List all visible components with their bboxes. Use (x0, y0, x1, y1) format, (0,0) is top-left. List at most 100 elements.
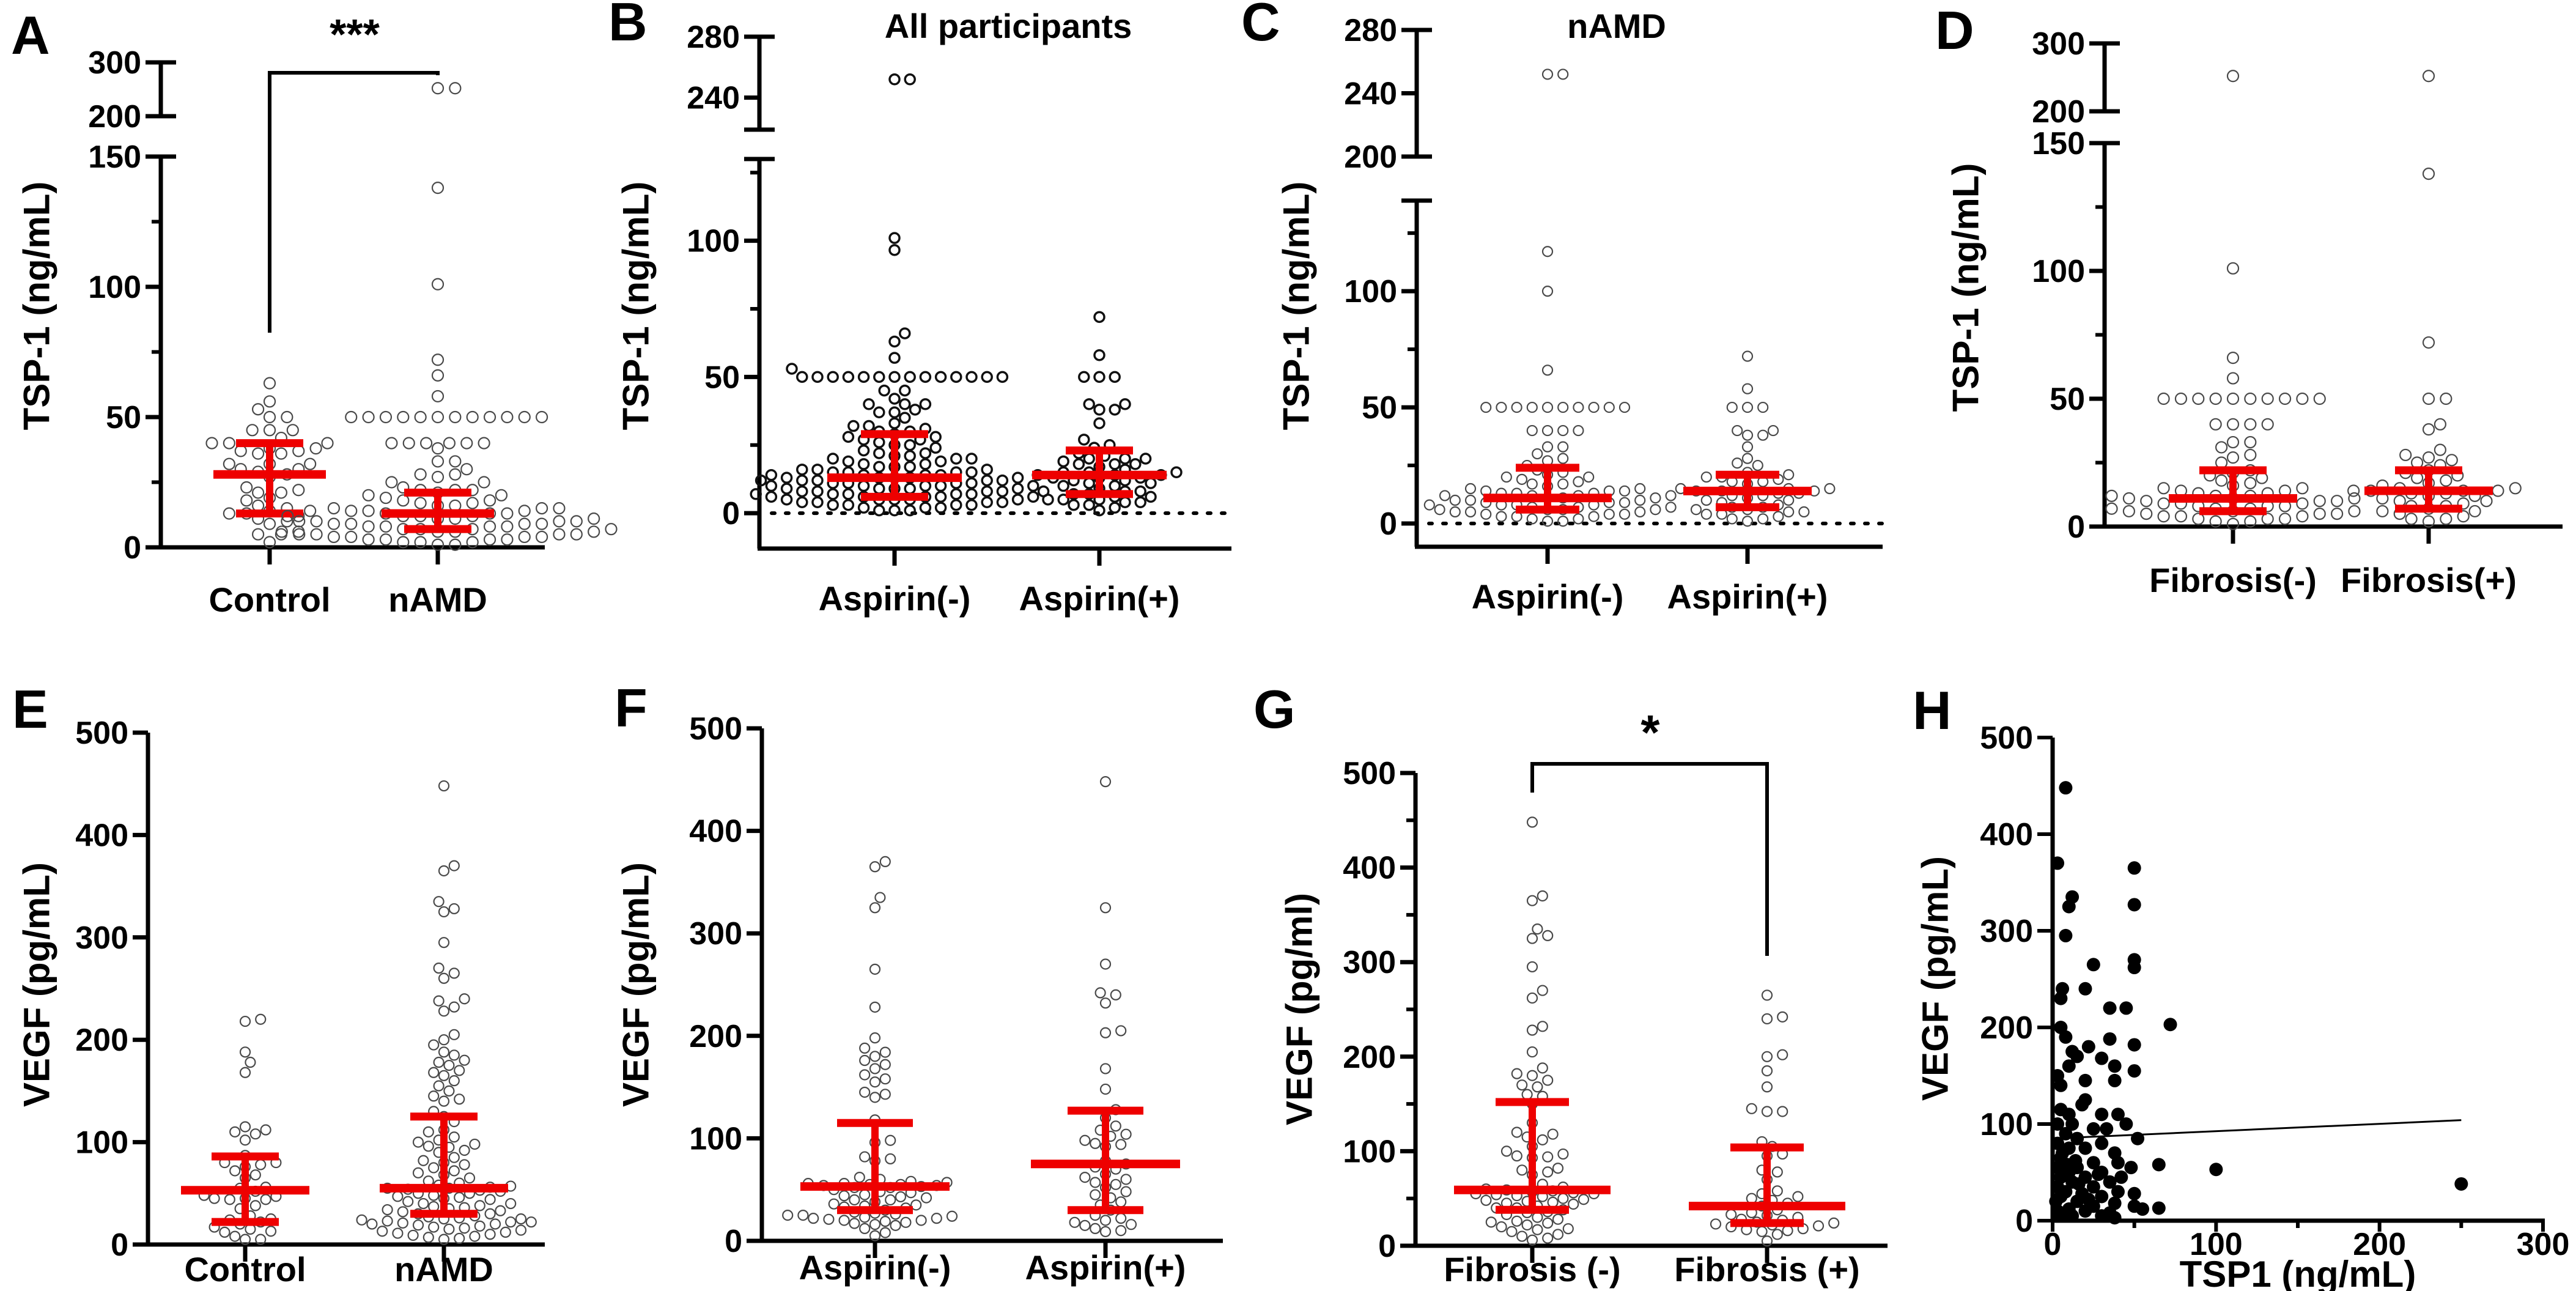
data-point (904, 73, 916, 86)
data-point (765, 490, 778, 503)
y-tick-label: 500 (689, 711, 742, 747)
data-point (397, 1217, 408, 1229)
y-tick-label: 0 (2015, 1204, 2033, 1239)
data-point (823, 1213, 835, 1225)
data-point (362, 520, 375, 533)
data-point (811, 496, 824, 509)
data-point (1119, 453, 1131, 465)
data-point (478, 437, 490, 449)
y-tick-label: 0 (1378, 1229, 1396, 1264)
data-point (859, 1151, 871, 1163)
data-point (1500, 471, 1512, 483)
data-point (2422, 451, 2435, 464)
data-point (249, 1169, 261, 1181)
data-point (2157, 497, 2170, 510)
data-point (2051, 856, 2065, 870)
data-point (950, 498, 962, 511)
data-point (885, 1153, 896, 1165)
data-point (433, 896, 445, 908)
panel-e: E VEGF (pg/mL) 0 100 200 300 400 500 Control nAMD (12, 679, 545, 1289)
data-point (879, 1059, 891, 1070)
data-point (433, 1056, 445, 1068)
data-point (1690, 504, 1702, 516)
data-point (765, 468, 778, 481)
data-point (1027, 479, 1039, 492)
data-point (2492, 484, 2504, 497)
data-point (2261, 392, 2274, 405)
data-point (2095, 1209, 2109, 1223)
data-point (888, 232, 901, 244)
y-tick-label: 200 (88, 99, 141, 135)
data-point (1057, 494, 1069, 506)
data-point (827, 453, 839, 465)
data-point (811, 485, 824, 498)
data-point (888, 352, 901, 364)
category-label: Aspirin(-) (819, 579, 971, 618)
data-point (501, 507, 514, 520)
data-point (2103, 1001, 2117, 1015)
data-point (448, 967, 460, 979)
data-point (1771, 1166, 1783, 1178)
data-point (518, 530, 531, 544)
data-point (888, 417, 901, 429)
data-point (1496, 1221, 1507, 1233)
y-tick-label: 200 (1980, 1010, 2033, 1046)
data-point (1526, 478, 1538, 490)
data-point (1618, 497, 1631, 508)
data-point (1532, 1224, 1543, 1235)
data-point (920, 1192, 932, 1204)
y-tick-label: 400 (689, 814, 742, 849)
data-point (2331, 495, 2344, 508)
data-point (2244, 448, 2257, 462)
data-point (255, 1013, 267, 1025)
data-point (1557, 424, 1569, 437)
data-point (1120, 1186, 1132, 1197)
data-point (1557, 401, 1569, 413)
data-point (419, 437, 433, 449)
data-point (345, 505, 358, 517)
data-point (459, 993, 470, 1005)
data-point (1079, 1171, 1091, 1183)
data-point (1532, 448, 1543, 460)
data-point (423, 1232, 434, 1243)
data-point (2078, 1204, 2092, 1218)
group-1: nAMD (356, 780, 537, 1289)
data-point (209, 1193, 220, 1204)
data-point (478, 476, 490, 489)
y-tick-label: 100 (689, 1121, 742, 1156)
data-point (605, 523, 618, 536)
panel-letter: B (608, 0, 648, 52)
data-point (2054, 991, 2068, 1005)
data-point (385, 437, 398, 449)
data-point (2215, 441, 2228, 454)
data-point (553, 515, 566, 528)
data-point (263, 377, 276, 390)
data-point (448, 1152, 460, 1163)
y-tick-label: 50 (1362, 390, 1397, 426)
data-point (890, 1219, 901, 1231)
data-point (327, 517, 341, 530)
data-point (2261, 418, 2274, 431)
significance-label: * (1640, 705, 1660, 760)
data-point (433, 962, 445, 974)
data-point (796, 464, 808, 476)
data-point (366, 1218, 378, 1230)
data-point (205, 437, 218, 449)
data-point (981, 464, 993, 476)
data-point (2122, 492, 2135, 505)
data-point (873, 406, 885, 419)
data-point (1423, 499, 1435, 511)
y-tick-label: 100 (2032, 254, 2085, 289)
data-point (2157, 482, 2170, 495)
data-point (1777, 1011, 1788, 1023)
data-point (1757, 429, 1769, 441)
data-point (392, 1191, 404, 1202)
group-1: Aspirin(+) (1025, 776, 1186, 1287)
data-point (1634, 483, 1646, 495)
data-point (474, 1220, 485, 1232)
data-point (885, 1134, 896, 1146)
data-point (293, 515, 306, 528)
data-point (1756, 1226, 1768, 1237)
data-point (2422, 423, 2435, 436)
